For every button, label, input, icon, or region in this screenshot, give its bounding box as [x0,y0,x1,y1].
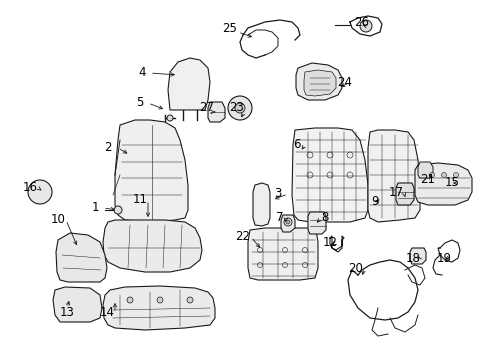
Text: 12: 12 [322,237,337,249]
Text: 11: 11 [132,193,147,207]
Text: 27: 27 [199,102,214,114]
Polygon shape [53,287,102,322]
Circle shape [167,115,173,121]
Text: 17: 17 [387,186,403,199]
Text: 23: 23 [229,102,244,114]
Circle shape [127,297,133,303]
Text: 26: 26 [354,15,369,28]
Text: 22: 22 [235,230,250,243]
Polygon shape [207,102,224,122]
Circle shape [186,297,193,303]
Circle shape [114,206,122,214]
Circle shape [428,172,434,177]
Polygon shape [103,220,202,272]
Text: 6: 6 [293,139,300,152]
Polygon shape [304,70,335,96]
Text: 9: 9 [370,195,378,208]
Polygon shape [56,233,107,282]
Polygon shape [281,215,294,232]
Text: 2: 2 [104,141,112,154]
Polygon shape [395,183,413,205]
Text: 10: 10 [50,213,65,226]
Polygon shape [409,248,425,264]
Polygon shape [414,163,471,205]
Polygon shape [307,212,325,234]
Circle shape [452,172,458,177]
Text: 7: 7 [276,211,283,225]
Text: 24: 24 [337,77,352,90]
Polygon shape [295,63,341,100]
Polygon shape [252,183,269,226]
Circle shape [441,172,446,177]
Text: 18: 18 [405,252,420,265]
Text: 8: 8 [321,211,328,225]
Text: 13: 13 [60,306,74,320]
Polygon shape [115,120,187,222]
Circle shape [227,96,251,120]
Circle shape [235,103,244,113]
Polygon shape [367,130,419,222]
Text: 21: 21 [420,174,435,186]
Circle shape [28,180,52,204]
Polygon shape [103,286,215,330]
Circle shape [359,20,371,32]
Polygon shape [417,162,432,178]
Text: 20: 20 [348,261,363,274]
Text: 4: 4 [138,67,145,80]
Circle shape [157,297,163,303]
Polygon shape [168,58,209,110]
Text: 1: 1 [91,202,99,215]
Text: 19: 19 [436,252,450,265]
Text: 15: 15 [444,176,459,189]
Text: 5: 5 [136,96,143,109]
Text: 3: 3 [274,188,281,201]
Circle shape [285,220,289,224]
Polygon shape [247,228,317,280]
Text: 25: 25 [222,22,237,35]
Text: 16: 16 [22,181,38,194]
Text: 14: 14 [99,306,114,320]
Polygon shape [291,128,367,222]
